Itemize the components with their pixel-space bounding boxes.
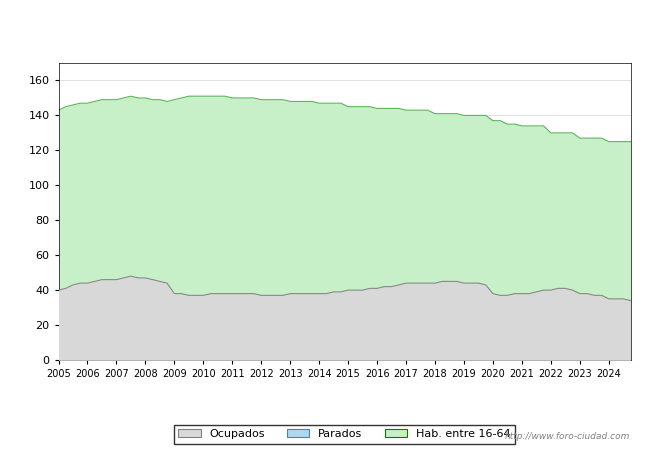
Legend: Ocupados, Parados, Hab. entre 16-64: Ocupados, Parados, Hab. entre 16-64 [174, 425, 515, 444]
Text: http://www.foro-ciudad.com: http://www.foro-ciudad.com [505, 432, 630, 441]
Text: Calzada del Coto - Evolucion de la poblacion en edad de Trabajar Mayo de 2024: Calzada del Coto - Evolucion de la pobla… [58, 21, 592, 33]
